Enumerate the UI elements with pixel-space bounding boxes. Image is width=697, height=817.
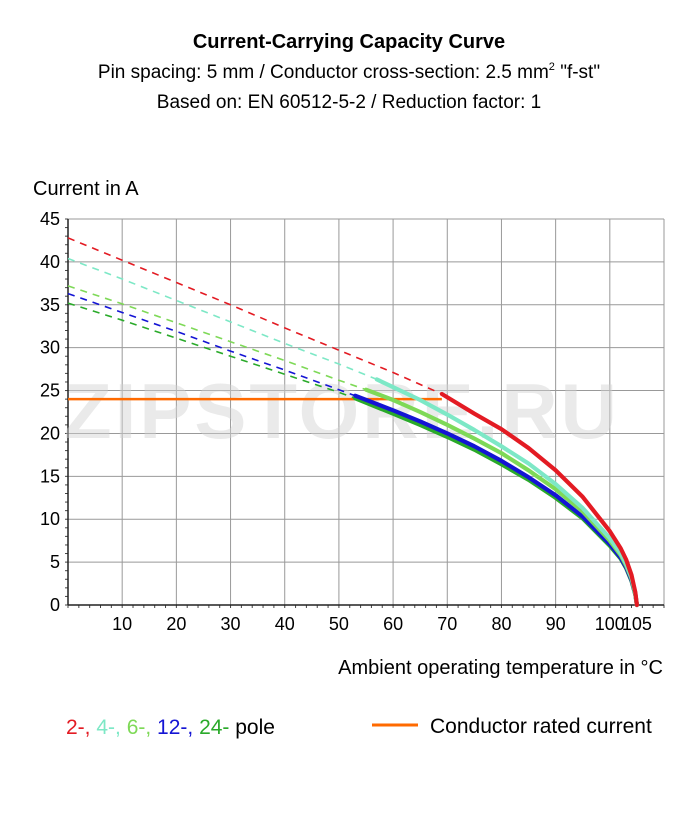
x-tick-label: 90 — [546, 614, 566, 634]
series-6-dashed — [67, 285, 367, 391]
x-tick-label: 105 — [622, 614, 652, 634]
y-tick-label: 45 — [40, 209, 60, 229]
chart-subtitle-1: Pin spacing: 5 mm / Conductor cross-sect… — [98, 61, 600, 83]
y-tick-label: 5 — [50, 552, 60, 572]
series-4-dashed — [67, 257, 378, 381]
series-24-dashed — [67, 302, 356, 400]
legend-pole-item: 24- — [199, 716, 235, 739]
subtitle-1-suffix: "f-st" — [555, 62, 600, 83]
watermark: ZIPSTORE.RU — [64, 367, 620, 455]
subtitle-superscript: 2 — [549, 61, 555, 73]
y-tick-label: 40 — [40, 252, 60, 272]
y-tick-label: 25 — [40, 381, 60, 401]
series-12-dashed — [67, 292, 356, 397]
x-tick-label: 40 — [275, 614, 295, 634]
legend-pole-item: 2-, — [66, 716, 96, 739]
y-tick-label: 35 — [40, 295, 60, 315]
subtitle-1-main: Pin spacing: 5 mm / Conductor cross-sect… — [98, 62, 549, 83]
y-tick-label: 20 — [40, 423, 60, 443]
legend-pole-item: 6-, — [127, 716, 157, 739]
chart-subtitle-2: Based on: EN 60512-5-2 / Reduction facto… — [157, 92, 541, 113]
series-2-solid — [439, 391, 639, 608]
x-tick-label: 10 — [112, 614, 132, 634]
legend-pole-item: 12-, — [157, 716, 199, 739]
grid — [65, 218, 665, 608]
y-tick-label: 30 — [40, 338, 60, 358]
legend-pole-item: 4-, — [96, 716, 126, 739]
x-axis-label: Ambient operating temperature in °C — [338, 657, 663, 679]
x-tick-label: 60 — [383, 614, 403, 634]
x-tick-label: 70 — [437, 614, 457, 634]
y-tick-label: 0 — [50, 595, 60, 615]
x-tick-label: 20 — [166, 614, 186, 634]
legend-rated-label: Conductor rated current — [430, 715, 652, 738]
y-tick-labels: 0 5 10 15 20 25 30 35 40 45 — [40, 209, 60, 615]
chart-title: Current-Carrying Capacity Curve — [193, 31, 505, 53]
x-tick-label: 50 — [329, 614, 349, 634]
x-tick-label: 80 — [491, 614, 511, 634]
y-tick-label: 15 — [40, 466, 60, 486]
x-tick-label: 100 — [595, 614, 625, 634]
legend-pole-suffix: pole — [235, 716, 275, 739]
series-2-dashed — [67, 237, 443, 395]
legend-pole-text: 2-, 4-, 6-, 12-, 24- pole — [66, 716, 275, 739]
y-tick-label: 10 — [40, 509, 60, 529]
y-axis-label: Current in A — [33, 178, 139, 200]
x-tick-label: 30 — [221, 614, 241, 634]
curve-layer — [67, 237, 639, 608]
